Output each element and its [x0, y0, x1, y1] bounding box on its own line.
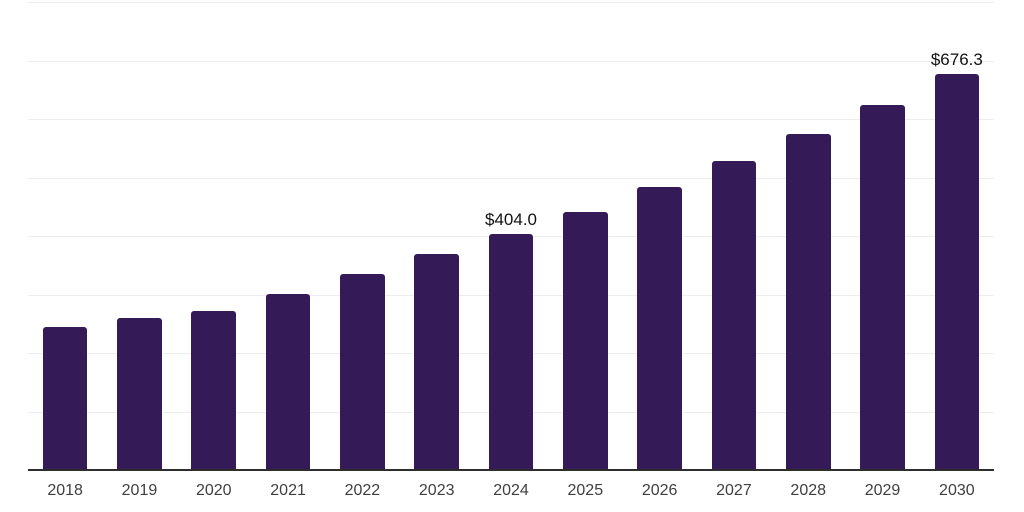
bar-2026[interactable] — [637, 186, 682, 470]
x-tick-2030: 2030 — [939, 482, 975, 499]
gridline-600 — [28, 119, 994, 120]
x-tick-2018: 2018 — [47, 482, 83, 499]
bar-2020[interactable] — [191, 310, 237, 470]
x-tick-2020: 2020 — [195, 482, 232, 499]
gridline-500 — [28, 177, 994, 179]
bar-2028[interactable] — [785, 133, 831, 470]
x-tick-2025: 2025 — [567, 482, 604, 499]
bar-2024[interactable] — [488, 233, 534, 470]
x-tick-2021: 2021 — [270, 482, 306, 499]
x-tick-2027: 2027 — [716, 482, 752, 499]
gridline-700 — [28, 60, 994, 62]
x-tick-2029: 2029 — [864, 482, 901, 499]
bar-2022[interactable] — [340, 274, 385, 470]
bar-2021[interactable] — [265, 293, 311, 470]
x-axis-line — [28, 469, 994, 471]
bar-2030[interactable] — [934, 74, 980, 470]
gridline-800 — [28, 2, 994, 3]
x-tick-2019: 2019 — [121, 482, 158, 499]
x-axis: 2018 2019 2020 2021 2022 2023 2024 2025 2026 2027… — [28, 470, 994, 512]
bar-2029[interactable] — [860, 104, 905, 470]
x-tick-2023: 2023 — [418, 482, 455, 499]
x-tick-2028: 2028 — [790, 482, 827, 499]
x-tick-2022: 2022 — [344, 482, 381, 499]
x-tick-2026: 2026 — [641, 482, 678, 499]
bar-2027[interactable] — [711, 160, 757, 470]
bar-2023[interactable] — [414, 253, 459, 470]
plot-area: $404.0 $676.3 — [28, 2, 994, 471]
bar-2019[interactable] — [117, 317, 162, 470]
x-tick-2024: 2024 — [493, 482, 529, 499]
value-label-2024: $404.0 — [485, 209, 537, 229]
bar-2018[interactable] — [42, 327, 88, 470]
value-label-2030: $676.3 — [930, 50, 983, 70]
bar-2025[interactable] — [563, 212, 608, 470]
